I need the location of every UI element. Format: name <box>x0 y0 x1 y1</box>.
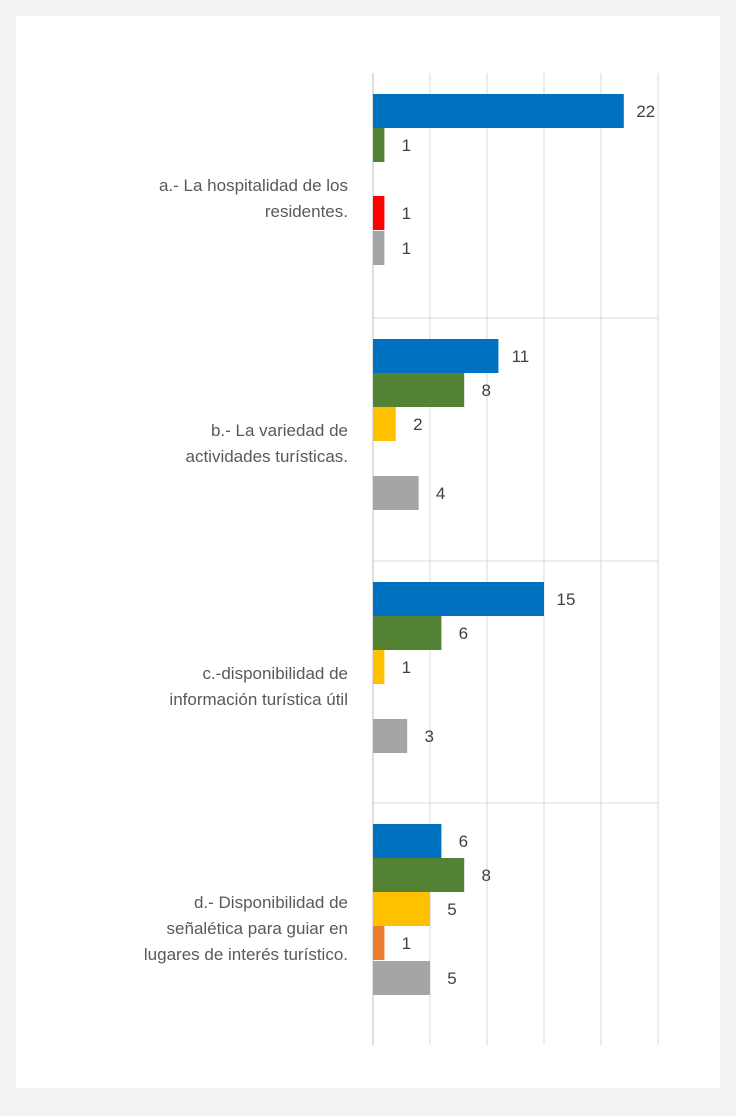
bar <box>373 926 385 960</box>
category-label: información turística útil <box>169 690 348 709</box>
data-label: 1 <box>402 136 411 155</box>
data-label: 11 <box>512 347 530 366</box>
data-label: 2 <box>413 415 422 434</box>
bar <box>373 582 544 616</box>
data-label: 6 <box>459 832 468 851</box>
category-label: residentes. <box>265 202 348 221</box>
bar <box>373 650 385 684</box>
data-label: 6 <box>459 624 468 643</box>
bar <box>373 961 430 995</box>
data-label: 1 <box>402 204 411 223</box>
category-label: c.-disponibilidad de <box>202 664 348 683</box>
data-label: 5 <box>447 969 456 988</box>
bar <box>373 824 442 858</box>
data-label: 22 <box>636 102 655 121</box>
data-label: 8 <box>481 381 490 400</box>
data-label: 1 <box>402 239 411 258</box>
category-label: b.- La variedad de <box>211 421 348 440</box>
bar <box>373 892 430 926</box>
category-label: a.- La hospitalidad de los <box>159 176 348 195</box>
data-label: 3 <box>424 727 433 746</box>
bar <box>373 407 396 441</box>
bar <box>373 231 385 265</box>
data-label: 5 <box>447 900 456 919</box>
bar <box>373 719 408 753</box>
bar <box>373 128 385 162</box>
data-label: 15 <box>557 590 576 609</box>
bar <box>373 858 465 892</box>
data-label: 4 <box>436 484 445 503</box>
bar <box>373 339 499 373</box>
bars-group <box>373 94 624 995</box>
data-label: 1 <box>402 934 411 953</box>
data-label: 1 <box>402 658 411 677</box>
category-label: lugares de interés turístico. <box>144 945 348 964</box>
category-label: actividades turísticas. <box>185 447 348 466</box>
chart-card <box>16 16 720 1088</box>
bar <box>373 476 419 510</box>
bar <box>373 196 385 230</box>
bar <box>373 94 624 128</box>
data-label: 8 <box>481 866 490 885</box>
category-label: d.- Disponibilidad de <box>194 893 348 912</box>
bar <box>373 616 442 650</box>
category-label: señalética para guiar en <box>167 919 348 938</box>
bar <box>373 373 465 407</box>
category-labels-group: a.- La hospitalidad de los residentes. b.-… <box>144 176 348 964</box>
